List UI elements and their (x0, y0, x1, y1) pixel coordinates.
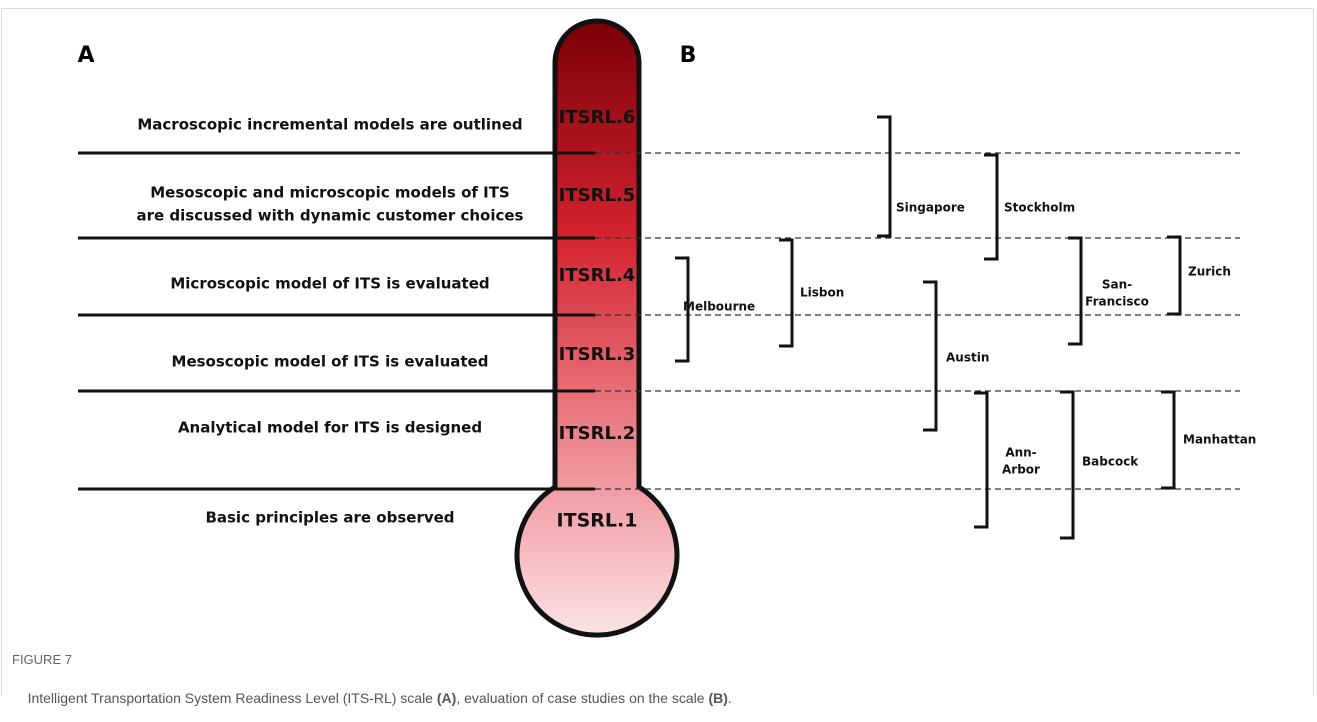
case-label: Arbor (1002, 463, 1040, 477)
panel-label: A (77, 43, 94, 68)
level-description: Mesoscopic model of ITS is evaluated (172, 353, 489, 371)
case-label: Zurich (1188, 265, 1231, 279)
case-bracket (1167, 235, 1182, 316)
case-bracket (1060, 390, 1075, 540)
case-label: Lisbon (800, 286, 844, 300)
case-label: Melbourne (683, 300, 755, 314)
caption-text: , evaluation of case studies on the scal… (456, 690, 709, 706)
level-description: Microscopic model of ITS is evaluated (170, 275, 489, 293)
caption-text: . (727, 690, 732, 706)
level-id: ITSRL.3 (559, 344, 636, 365)
figure: A B ITSRL.6 Macroscopic incremental model… (1, 8, 1314, 706)
case-bracket (877, 115, 892, 238)
diagram: A B ITSRL.6 Macroscopic incremental model… (77, 18, 1256, 638)
case-bracket (984, 153, 999, 261)
level-id: ITSRL.2 (559, 423, 636, 444)
level-description: Analytical model for ITS is designed (178, 419, 482, 437)
case-label: Austin (946, 351, 989, 365)
case-label: Babcock (1082, 455, 1139, 469)
level-description: Macroscopic incremental models are outli… (137, 116, 522, 134)
case-label: Stockholm (1004, 201, 1075, 215)
case-label: San- (1102, 278, 1132, 292)
case-bracket (1068, 236, 1083, 346)
case-label: Singapore (896, 201, 965, 215)
level-id: ITSRL.4 (559, 265, 636, 286)
case-label: Manhattan (1183, 433, 1256, 447)
thermometer (514, 18, 680, 638)
case-label: Ann- (1005, 446, 1036, 460)
case-bracket (974, 391, 989, 529)
figure-number: FIGURE 7 (12, 652, 72, 667)
case-label: Francisco (1085, 295, 1149, 309)
caption: Intelligent Transportation System Readin… (12, 674, 732, 722)
case-bracket (923, 280, 938, 432)
level-id: ITSRL.6 (559, 107, 636, 128)
caption-ref: (B) (708, 690, 728, 706)
level-id: ITSRL.1 (557, 510, 638, 532)
figure-frame (1, 8, 1314, 696)
level-description: are discussed with dynamic customer choi… (137, 207, 524, 225)
level-description: Mesoscopic and microscopic models of ITS (150, 184, 510, 202)
level-id: ITSRL.5 (559, 185, 636, 206)
page: { "panels": {"left": "A", "right": "B"},… (1, 8, 1314, 706)
caption-ref: (A) (436, 690, 457, 706)
case-bracket (779, 238, 794, 348)
caption-text: Intelligent Transportation System Readin… (27, 690, 437, 706)
level-description: Basic principles are observed (205, 509, 454, 527)
panel-label: B (680, 43, 697, 68)
case-bracket (675, 256, 690, 363)
case-bracket (1161, 390, 1176, 490)
